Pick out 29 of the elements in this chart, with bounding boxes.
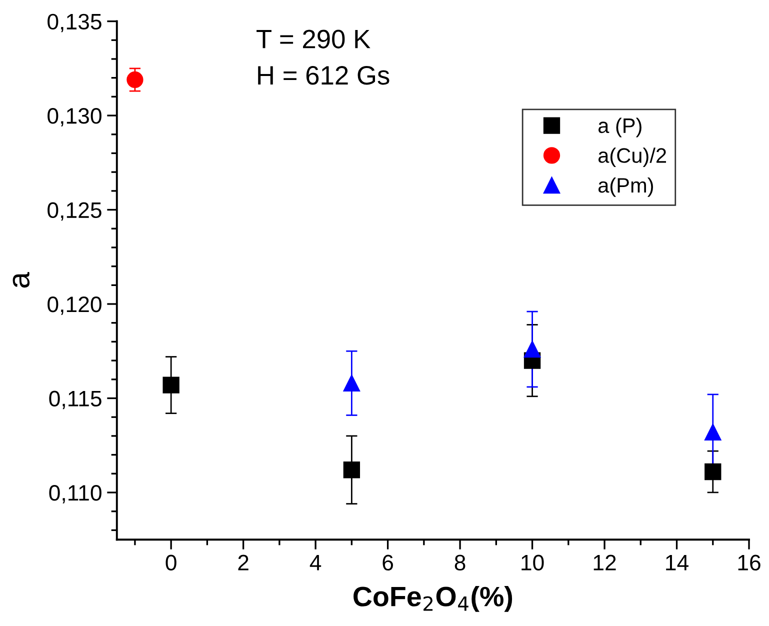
x-tick-label: 10	[522, 554, 544, 571]
x-axis-title: CoFe$_{2}$O$_{4}$(%)	[354, 586, 512, 612]
y-axis-title: a	[12, 272, 30, 288]
annotation: T = 290 K	[256, 30, 370, 48]
x-tick-label: 2	[238, 554, 248, 570]
legend-label: a(Pm)	[598, 177, 653, 197]
x-tick-label: 6	[382, 554, 393, 571]
point	[343, 374, 360, 392]
point	[126, 71, 144, 88]
annotation: H = 612 Gs	[258, 66, 390, 85]
x-tick-label: 0	[166, 554, 176, 571]
y-tick-label: 0,115	[49, 390, 102, 410]
x-tick-label: 16	[738, 554, 760, 571]
point	[704, 463, 722, 480]
y-tick-label: 0,135	[48, 14, 102, 32]
legend-label: a (P)	[598, 118, 642, 138]
x-tick-label: 12	[594, 554, 616, 570]
x-tick-label: 14	[666, 555, 688, 570]
y-tick-label: 0,125	[48, 202, 102, 221]
point	[704, 424, 722, 441]
legend-label: a(Cu)/2	[598, 148, 666, 168]
x-tick-label: 8	[454, 554, 466, 571]
y-tick-label: 0,120	[48, 296, 102, 315]
point	[524, 340, 541, 358]
x-tick-label: 4	[310, 555, 322, 570]
point	[162, 376, 180, 394]
y-tick-label: 0,110	[49, 485, 102, 504]
y-tick-label: 0,130	[48, 108, 102, 126]
point	[343, 462, 360, 478]
